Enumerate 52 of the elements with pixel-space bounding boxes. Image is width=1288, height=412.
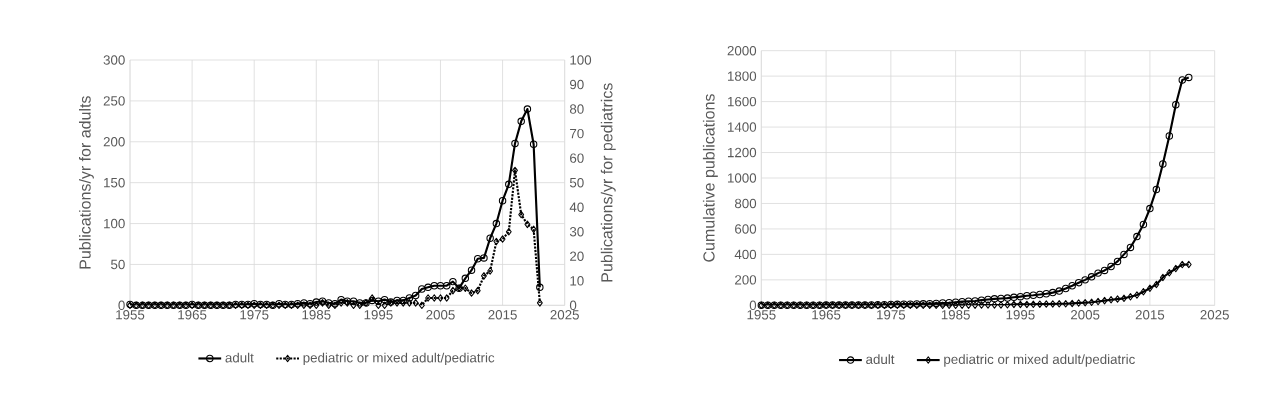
x-tick-label: 1985 xyxy=(941,310,970,320)
x-tick-label: 1975 xyxy=(240,310,269,320)
y-tick-label: 200 xyxy=(735,275,757,285)
y2-axis-title: Publications/yr for pediatrics xyxy=(600,83,616,282)
y2-tick-label: 100 xyxy=(570,55,592,65)
y2-tick-label: 10 xyxy=(570,276,584,286)
y-tick-label: 1800 xyxy=(727,71,757,81)
y2-tick-label: 50 xyxy=(569,177,584,188)
y-tick-label: 250 xyxy=(103,96,125,106)
y-tick-label: 300 xyxy=(103,55,125,65)
y2-tick-label: 60 xyxy=(570,153,584,163)
y2-tick-label: 0 xyxy=(569,300,577,311)
y-axis-title: Publications/yr for adults xyxy=(78,96,94,269)
y-tick-label: 1600 xyxy=(727,96,757,107)
x-tick-label: 2025 xyxy=(550,310,579,320)
y2-tick-label: 40 xyxy=(569,202,584,212)
x-tick-label: 2025 xyxy=(1200,310,1229,320)
y2-tick-label: 90 xyxy=(570,79,584,90)
x-tick-label: 2005 xyxy=(426,310,455,320)
y2-tick-label: 80 xyxy=(569,104,584,114)
x-tick-label: 1975 xyxy=(877,310,906,320)
y-tick-label: 600 xyxy=(735,224,757,234)
x-tick-label: 1965 xyxy=(812,310,841,320)
x-tick-label: 1955 xyxy=(747,310,776,320)
y-tick-label: 1200 xyxy=(727,147,757,158)
y-tick-label: 50 xyxy=(111,259,125,270)
legend-label: adult xyxy=(866,354,895,365)
y2-tick-label: 20 xyxy=(570,251,584,261)
x-tick-label: 1965 xyxy=(178,310,207,320)
x-tick-label: 2015 xyxy=(488,310,517,320)
legend-label: pediatric or mixed adult/pediatric xyxy=(944,354,1135,367)
legend-label: pediatric or mixed adult/pediatric xyxy=(303,352,495,366)
y-tick-label: 400 xyxy=(734,249,757,260)
y-tick-label: 1000 xyxy=(727,173,757,183)
x-tick-label: 1985 xyxy=(302,310,331,320)
y-tick-label: 200 xyxy=(103,137,125,147)
x-tick-label: 2015 xyxy=(1135,310,1165,320)
y-tick-label: 150 xyxy=(104,177,125,188)
y-tick-label: 800 xyxy=(734,198,757,209)
x-tick-label: 2005 xyxy=(1070,310,1100,320)
y2-tick-label: 30 xyxy=(569,227,584,237)
x-tick-label: 1955 xyxy=(116,310,145,320)
y-tick-label: 0 xyxy=(118,300,125,311)
y-tick-label: 2000 xyxy=(727,45,757,56)
y-tick-label: 0 xyxy=(749,300,757,311)
y-axis-title: Cumulative publications xyxy=(702,94,718,262)
x-tick-label: 1995 xyxy=(1006,310,1035,320)
x-tick-label: 1995 xyxy=(364,310,393,320)
y2-tick-label: 70 xyxy=(570,128,584,139)
legend-label: adult xyxy=(225,352,254,363)
y-tick-label: 100 xyxy=(104,218,125,229)
y-tick-label: 1400 xyxy=(727,122,757,132)
